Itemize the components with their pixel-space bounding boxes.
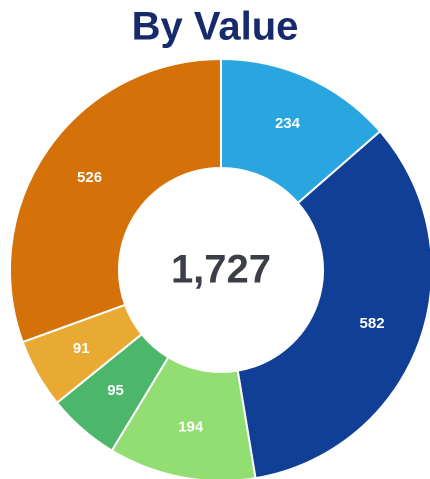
data-label: 91 bbox=[73, 340, 90, 357]
data-label: 526 bbox=[77, 169, 102, 186]
data-label: 95 bbox=[107, 382, 124, 399]
data-label: 234 bbox=[275, 115, 301, 132]
chart-title: By Value bbox=[132, 5, 299, 49]
data-label: 194 bbox=[178, 419, 204, 436]
donut-slice bbox=[236, 129, 430, 479]
data-label: 582 bbox=[360, 315, 385, 332]
center-label: 1,727 bbox=[171, 248, 271, 292]
donut-slice bbox=[9, 57, 222, 344]
